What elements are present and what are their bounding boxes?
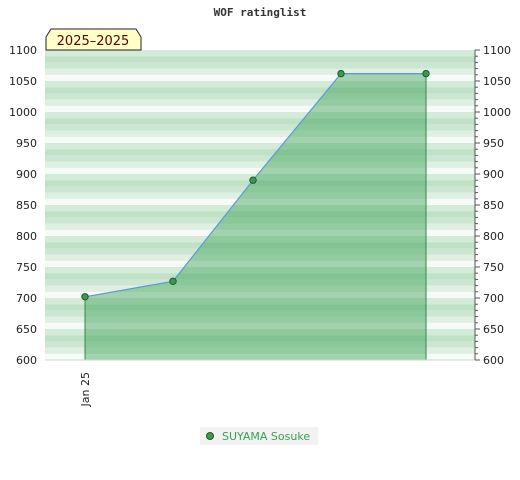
background-band <box>45 223 475 230</box>
background-band <box>45 273 475 280</box>
background-band <box>45 267 475 274</box>
background-band <box>45 99 475 106</box>
x-axis-labels: Jan 25 <box>79 372 92 407</box>
background-band <box>45 285 475 292</box>
background-band <box>45 291 475 298</box>
background-band <box>45 68 475 75</box>
data-point <box>169 277 177 285</box>
background-band <box>45 124 475 131</box>
y-tick-label-right: 800 <box>483 230 504 243</box>
background-band <box>45 81 475 88</box>
background-band <box>45 335 475 342</box>
background-band <box>45 136 475 143</box>
background-band <box>45 62 475 69</box>
background-band <box>45 304 475 311</box>
y-tick-label-right: 850 <box>483 199 504 212</box>
background-band <box>45 322 475 329</box>
background-band <box>45 205 475 212</box>
area-layer <box>84 73 427 360</box>
background-band <box>45 310 475 317</box>
y-tick-label-left: 650 <box>16 323 37 336</box>
background-band <box>45 316 475 323</box>
x-tick-label: Jan 25 <box>79 372 92 407</box>
background-band <box>45 229 475 236</box>
background-band <box>45 248 475 255</box>
background-band <box>45 143 475 150</box>
data-point <box>337 69 345 78</box>
background-band <box>45 279 475 286</box>
background-band <box>45 347 475 354</box>
y-tick-label-right: 1050 <box>483 75 511 88</box>
background-band <box>45 118 475 125</box>
background-band <box>45 341 475 348</box>
background-band <box>45 198 475 205</box>
legend-marker-icon <box>206 432 214 440</box>
period-label-text: 2025–2025 <box>57 34 130 49</box>
background-band <box>45 161 475 168</box>
background-band <box>45 180 475 187</box>
background-band <box>45 149 475 156</box>
y-tick-label-left: 1000 <box>9 106 37 119</box>
background-band <box>45 260 475 267</box>
marker-layer <box>81 69 430 301</box>
background-band <box>45 112 475 119</box>
data-point <box>81 293 89 301</box>
background-band <box>45 105 475 112</box>
y-tick-label-right: 750 <box>483 261 504 274</box>
background-band <box>45 186 475 193</box>
y-tick-label-right: 950 <box>483 137 504 150</box>
background-band <box>45 254 475 261</box>
background-band <box>45 56 475 63</box>
y-tick-label-left: 600 <box>16 354 37 367</box>
y-tick-label-left: 900 <box>16 168 37 181</box>
background-band <box>45 50 475 57</box>
background-bands <box>45 50 475 360</box>
background-band <box>45 174 475 181</box>
period-label-shape <box>45 28 142 51</box>
background-band <box>45 155 475 162</box>
background-band <box>45 74 475 81</box>
chart-title: WOF ratinglist <box>213 6 307 19</box>
y-tick-label-left: 850 <box>16 199 37 212</box>
y-tick-label-left: 1050 <box>9 75 37 88</box>
data-point <box>422 69 430 78</box>
y-tick-label-left: 800 <box>16 230 37 243</box>
legend-label: SUYAMA Sosuke <box>222 429 311 443</box>
y-tick-label-left: 700 <box>16 292 37 305</box>
background-band <box>45 298 475 305</box>
background-band <box>45 87 475 94</box>
background-band <box>45 192 475 199</box>
y-tick-label-right: 650 <box>483 323 504 336</box>
y-tick-label-right: 700 <box>483 292 504 305</box>
y-tick-label-left: 950 <box>16 137 37 150</box>
y-tick-label-right: 1100 <box>483 44 511 57</box>
background-band <box>45 353 475 360</box>
y-tick-label-left: 750 <box>16 261 37 274</box>
background-band <box>45 211 475 218</box>
data-point <box>249 176 257 184</box>
background-band <box>45 130 475 137</box>
series-area-suyama-sosuke <box>85 73 426 360</box>
y-tick-label-left: 1100 <box>9 44 37 57</box>
y-tick-label-right: 600 <box>483 354 504 367</box>
background-band <box>45 329 475 336</box>
y-tick-label-right: 1000 <box>483 106 511 119</box>
legend: SUYAMA Sosuke <box>200 427 319 445</box>
background-band <box>45 217 475 224</box>
y-tick-label-right: 900 <box>483 168 504 181</box>
background-band <box>45 93 475 100</box>
background-band <box>45 242 475 249</box>
period-label-box: 2025–2025 <box>45 28 142 51</box>
background-band <box>45 236 475 243</box>
axis-layer: 600 600 650 650 700 700 750 750 800 800 850 850 900 9… <box>9 44 511 367</box>
